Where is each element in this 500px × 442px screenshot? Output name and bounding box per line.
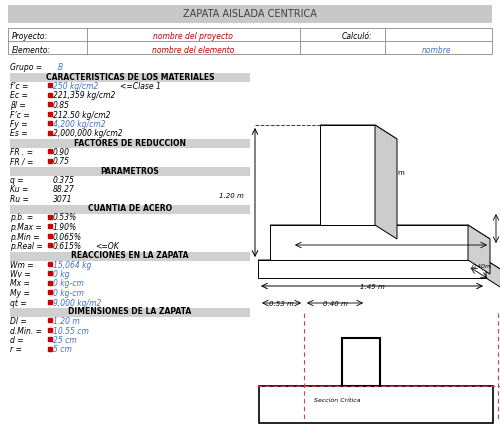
Text: Fy =: Fy = (10, 120, 28, 129)
Polygon shape (375, 125, 397, 239)
Polygon shape (258, 260, 486, 278)
Bar (10, 308, 250, 317)
Text: Dl =: Dl = (10, 317, 27, 326)
Bar (8, 5, 492, 23)
Text: My =: My = (10, 289, 30, 298)
Text: 15,064 kg: 15,064 kg (53, 260, 92, 270)
Text: 0.615%: 0.615% (53, 242, 82, 251)
Text: FR . =: FR . = (10, 148, 33, 157)
Text: CARACTERISTICAS DE LOS MATERIALES: CARACTERISTICAS DE LOS MATERIALES (46, 72, 214, 81)
Text: Proyecto:: Proyecto: (12, 32, 48, 41)
Text: Wv =: Wv = (10, 270, 31, 279)
Text: 221,359 kg/cm2: 221,359 kg/cm2 (53, 91, 116, 100)
Text: Es =: Es = (10, 130, 28, 138)
Text: qt =: qt = (10, 298, 26, 308)
Text: 0.85: 0.85 (53, 101, 70, 110)
Bar (10, 73, 250, 82)
Text: DIMENSIONES DE LA ZAPATA: DIMENSIONES DE LA ZAPATA (68, 308, 192, 316)
Text: 30c: 30c (498, 209, 500, 215)
Bar (257, 308, 495, 428)
Text: 2,000,000 kg/cm2: 2,000,000 kg/cm2 (53, 130, 122, 138)
Text: 0.90 m: 0.90 m (380, 170, 405, 176)
Text: 0.53 m: 0.53 m (269, 301, 294, 307)
Polygon shape (320, 125, 397, 139)
Text: p.Real =: p.Real = (10, 242, 43, 251)
Text: Ku =: Ku = (10, 186, 29, 194)
Text: 0 kg: 0 kg (53, 270, 70, 279)
Text: ZAPATA AISLADA CENTRICA: ZAPATA AISLADA CENTRICA (183, 9, 317, 19)
Text: 1.45 m: 1.45 m (330, 215, 354, 221)
Text: p.Min =: p.Min = (10, 232, 40, 241)
Text: p.b. =: p.b. = (10, 213, 33, 222)
Bar (10, 205, 250, 213)
Text: 10.55 cm: 10.55 cm (53, 327, 89, 335)
Text: nombre del proyecto: nombre del proyecto (153, 32, 233, 41)
Polygon shape (486, 260, 500, 292)
Text: Ru =: Ru = (10, 195, 29, 204)
Polygon shape (259, 386, 493, 423)
Bar (8, 28, 492, 54)
Bar (10, 251, 250, 260)
Bar (10, 139, 250, 148)
Text: 25 cm: 25 cm (53, 336, 77, 345)
Text: 0.375: 0.375 (53, 176, 75, 185)
Text: p.Max =: p.Max = (10, 223, 42, 232)
Text: 4,200 kg/cm2: 4,200 kg/cm2 (53, 120, 106, 129)
Text: <=Clase 1: <=Clase 1 (120, 82, 161, 91)
Text: 0.90: 0.90 (53, 148, 70, 157)
Text: r =: r = (10, 346, 22, 354)
Text: Ec =: Ec = (10, 91, 28, 100)
Text: 0 kg-cm: 0 kg-cm (53, 279, 84, 289)
Polygon shape (320, 125, 375, 225)
Text: 5 cm: 5 cm (53, 346, 72, 354)
Polygon shape (270, 225, 490, 239)
Text: FACTORES DE REDUCCION: FACTORES DE REDUCCION (74, 138, 186, 148)
Text: Elemento:: Elemento: (12, 46, 51, 55)
Text: FR / =: FR / = (10, 157, 34, 167)
Text: 212.50 kg/cm2: 212.50 kg/cm2 (53, 110, 110, 119)
Text: <=OK: <=OK (95, 242, 119, 251)
Polygon shape (258, 260, 500, 274)
Text: 0.065%: 0.065% (53, 232, 82, 241)
Text: Sección Crítica: Sección Crítica (314, 398, 360, 403)
Text: 250 kg/cm2: 250 kg/cm2 (53, 82, 98, 91)
Text: Calculó:: Calculó: (342, 32, 372, 41)
Text: Mx =: Mx = (10, 279, 30, 289)
Text: 0.40 m: 0.40 m (335, 131, 360, 137)
Text: 1.90%: 1.90% (53, 223, 77, 232)
Text: q =: q = (10, 176, 24, 185)
Text: βl =: βl = (10, 101, 26, 110)
Text: 0.40m: 0.40m (472, 264, 492, 269)
Text: nombre del elemento: nombre del elemento (152, 46, 234, 55)
Text: 0.75: 0.75 (53, 157, 70, 167)
Text: d.Min. =: d.Min. = (10, 327, 42, 335)
Text: 3071: 3071 (53, 195, 72, 204)
Text: Grupo =: Grupo = (10, 63, 42, 72)
Polygon shape (270, 225, 468, 260)
Text: 0.53%: 0.53% (53, 213, 77, 222)
Text: F’c =: F’c = (10, 110, 30, 119)
Polygon shape (468, 225, 490, 274)
Text: 1.20 m: 1.20 m (219, 193, 244, 198)
Text: PARAMETROS: PARAMETROS (100, 167, 160, 175)
Text: f’c =: f’c = (10, 82, 29, 91)
Text: CUANTIA DE ACERO: CUANTIA DE ACERO (88, 204, 172, 213)
Polygon shape (342, 338, 380, 386)
Text: REACCIONES EN LA ZAPATA: REACCIONES EN LA ZAPATA (72, 251, 189, 260)
Text: B: B (58, 63, 63, 72)
Text: 88.27: 88.27 (53, 186, 75, 194)
Text: 9,000 kg/m2: 9,000 kg/m2 (53, 298, 102, 308)
Text: 1.45 m: 1.45 m (360, 284, 384, 290)
Text: d =: d = (10, 336, 24, 345)
Bar (10, 167, 250, 176)
Text: 1.20 m: 1.20 m (53, 317, 80, 326)
Text: 0.40 m: 0.40 m (322, 301, 347, 307)
Text: Wm =: Wm = (10, 260, 34, 270)
Text: 0 kg-cm: 0 kg-cm (53, 289, 84, 298)
Text: nombre: nombre (422, 46, 452, 55)
